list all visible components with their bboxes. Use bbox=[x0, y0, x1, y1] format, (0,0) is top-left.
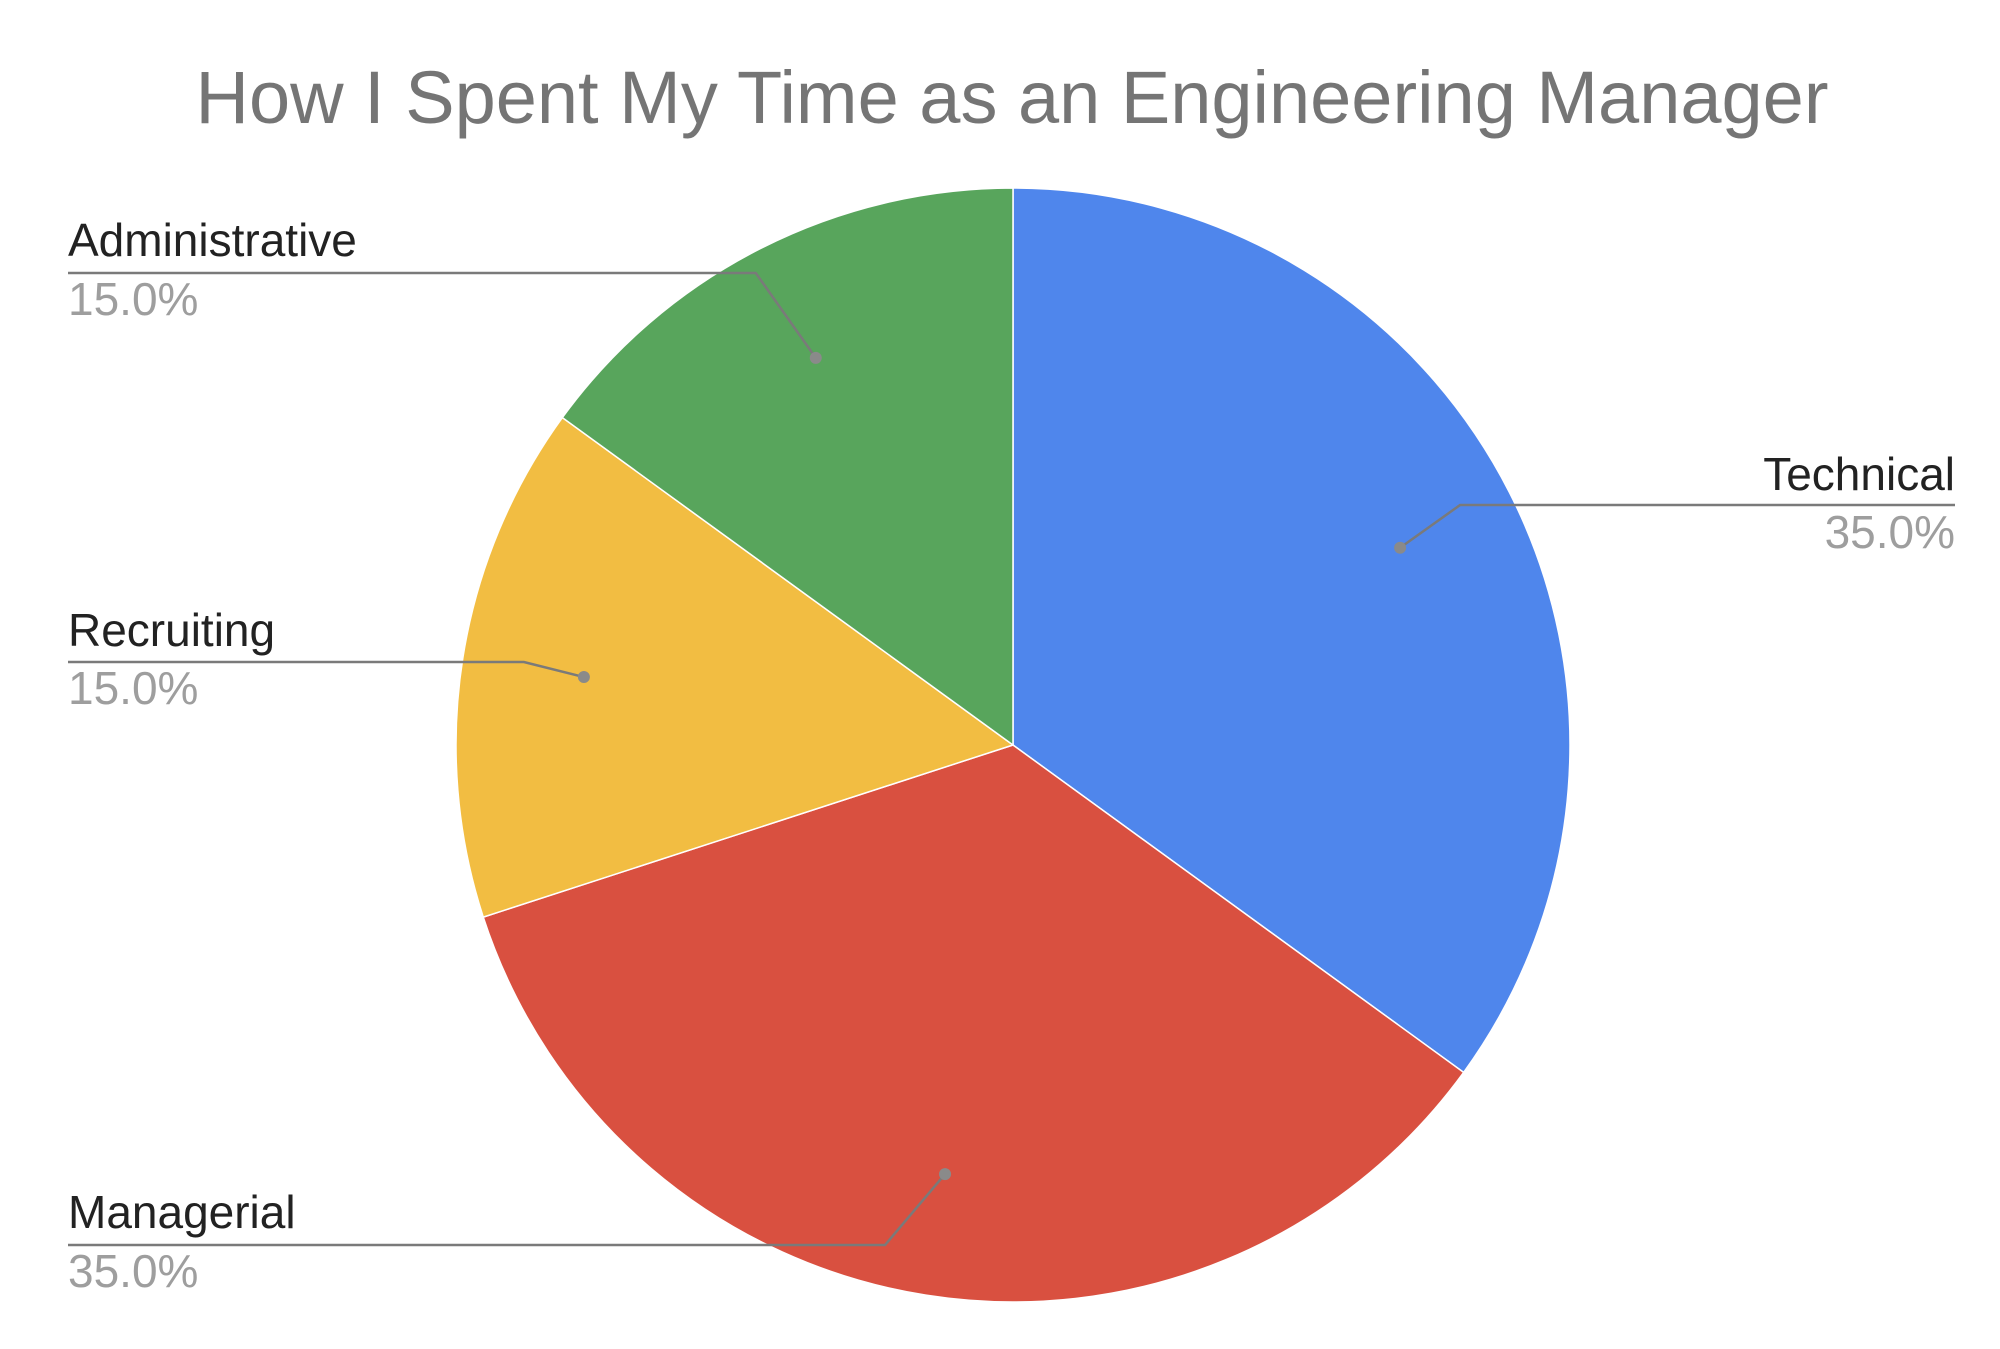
pie-slices bbox=[455, 187, 1571, 1303]
pie-labels: Technical 35.0% Managerial 35.0% Recruiting 1… bbox=[68, 214, 1955, 1297]
leader-line-recruiting bbox=[68, 660, 585, 679]
slice-percent-administrative: 15.0% bbox=[68, 273, 198, 325]
slice-percent-managerial: 35.0% bbox=[68, 1245, 198, 1297]
pie-slice-administrative bbox=[561, 187, 1014, 747]
pie-slice-technical bbox=[1012, 187, 1571, 1074]
leader-dot-managerial bbox=[939, 1168, 952, 1181]
leader-dot-recruiting bbox=[577, 671, 590, 684]
slice-label-recruiting: Recruiting bbox=[68, 604, 275, 656]
slice-percent-recruiting: 15.0% bbox=[68, 662, 198, 714]
leader-dot-administrative bbox=[809, 351, 822, 364]
slice-percent-technical: 35.0% bbox=[1825, 506, 1955, 558]
chart-title: How I Spent My Time as an Engineering Ma… bbox=[196, 56, 1829, 139]
pie-slice-managerial bbox=[482, 744, 1465, 1303]
slice-label-managerial: Managerial bbox=[68, 1186, 296, 1238]
leader-dot-technical bbox=[1394, 541, 1407, 554]
leader-line-technical bbox=[1399, 503, 1955, 549]
slice-label-administrative: Administrative bbox=[68, 214, 357, 266]
leader-line-administrative bbox=[68, 271, 817, 359]
leader-line-managerial bbox=[68, 1173, 946, 1247]
slice-label-technical: Technical bbox=[1763, 448, 1955, 500]
pie-slice-recruiting bbox=[455, 416, 1015, 919]
